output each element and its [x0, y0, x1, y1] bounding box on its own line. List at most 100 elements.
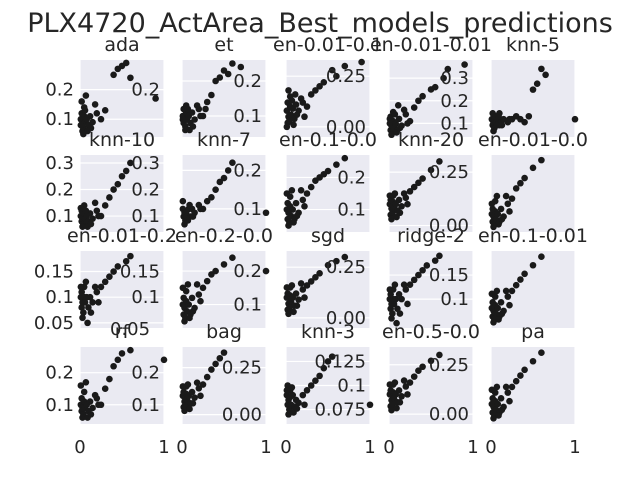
- data-point: [502, 383, 510, 391]
- y-tick-label: 0.25: [429, 355, 469, 376]
- data-point: [297, 186, 305, 194]
- x-tick-label: 0: [74, 437, 85, 458]
- data-point: [341, 154, 349, 162]
- data-point: [95, 401, 102, 409]
- data-point: [289, 206, 297, 213]
- x-tick-label: 1: [467, 437, 478, 458]
- data-point: [160, 356, 168, 364]
- data-point: [495, 221, 502, 228]
- figure-title: PLX4720_ActArea_Best_models_predictions: [27, 8, 613, 39]
- data-point: [82, 378, 90, 386]
- y-tick-label: 0.1: [440, 113, 469, 134]
- data-point: [179, 284, 187, 292]
- data-point: [538, 349, 545, 357]
- data-point: [320, 78, 328, 86]
- data-point: [512, 377, 520, 385]
- data-point: [81, 299, 89, 306]
- data-point: [185, 301, 193, 308]
- data-point: [299, 286, 307, 293]
- data-point: [203, 98, 211, 106]
- data-point: [406, 379, 414, 386]
- x-tick-label: 0: [485, 437, 496, 458]
- y-tick-label: 0.2: [440, 91, 469, 112]
- data-point: [106, 273, 113, 280]
- x-tick-label: 0: [383, 437, 394, 458]
- data-point: [538, 253, 545, 261]
- data-point: [285, 87, 292, 94]
- data-point: [106, 375, 113, 383]
- data-point: [396, 124, 404, 132]
- y-tick-label: 0.1: [45, 109, 74, 130]
- data-point: [495, 316, 502, 323]
- data-point: [341, 253, 349, 261]
- data-point: [400, 281, 408, 288]
- data-point: [324, 261, 332, 269]
- panel-title: en-0.01-0.2: [67, 225, 177, 247]
- data-point: [307, 91, 315, 98]
- data-point: [189, 400, 197, 407]
- data-point: [193, 102, 201, 109]
- data-point: [386, 286, 394, 293]
- data-point: [285, 222, 292, 229]
- data-point: [493, 287, 501, 295]
- data-point: [199, 381, 207, 388]
- data-point: [193, 281, 201, 288]
- data-point: [101, 107, 109, 114]
- data-point: [184, 281, 192, 288]
- data-point: [497, 299, 505, 306]
- data-point: [394, 101, 402, 109]
- y-tick-label: 0.15: [34, 262, 74, 283]
- panel-title: knn-20: [398, 129, 464, 151]
- panel-background: [80, 347, 164, 424]
- data-point: [114, 180, 122, 188]
- data-point: [419, 363, 426, 371]
- data-point: [79, 223, 86, 230]
- data-point: [396, 310, 404, 317]
- y-tick-label: 0.2: [337, 167, 366, 188]
- data-point: [328, 66, 336, 74]
- y-tick-label: 0.1: [233, 199, 262, 220]
- x-tick-label: 1: [364, 437, 375, 458]
- data-point: [122, 167, 130, 175]
- data-point: [393, 319, 400, 327]
- x-tick-label: 1: [158, 437, 169, 458]
- data-point: [440, 74, 447, 82]
- data-point: [404, 120, 411, 127]
- data-point: [427, 357, 435, 365]
- data-point: [118, 350, 126, 357]
- panel-3: 0.10.20.3 en-0.01-0.01: [370, 34, 492, 139]
- data-point: [212, 267, 219, 275]
- panel-title: rf: [115, 321, 131, 343]
- data-point: [216, 354, 224, 362]
- data-point: [324, 358, 332, 365]
- panel-title: knn-7: [197, 129, 251, 151]
- data-point: [398, 393, 405, 400]
- data-point: [494, 210, 502, 218]
- data-point: [307, 183, 315, 191]
- y-tick-label: 0.2: [131, 80, 160, 101]
- data-point: [488, 200, 496, 208]
- data-point: [224, 167, 232, 174]
- data-point: [290, 121, 297, 129]
- data-point: [290, 219, 297, 226]
- data-point: [301, 294, 308, 301]
- data-point: [529, 86, 537, 93]
- data-point: [396, 209, 404, 217]
- data-point: [388, 131, 395, 139]
- panel-8: 0.00 0.25 knn-20: [386, 129, 474, 237]
- data-point: [410, 373, 418, 380]
- data-point: [114, 263, 122, 270]
- data-point: [419, 92, 426, 100]
- data-point: [82, 92, 90, 99]
- data-point: [114, 356, 122, 364]
- data-point: [195, 385, 203, 392]
- data-point: [490, 223, 497, 231]
- data-point: [391, 111, 399, 118]
- data-point: [404, 200, 411, 208]
- data-point: [387, 387, 394, 394]
- data-point: [517, 276, 524, 283]
- data-point: [224, 70, 232, 78]
- data-point: [179, 197, 187, 205]
- data-point: [87, 220, 95, 228]
- data-point: [283, 284, 291, 291]
